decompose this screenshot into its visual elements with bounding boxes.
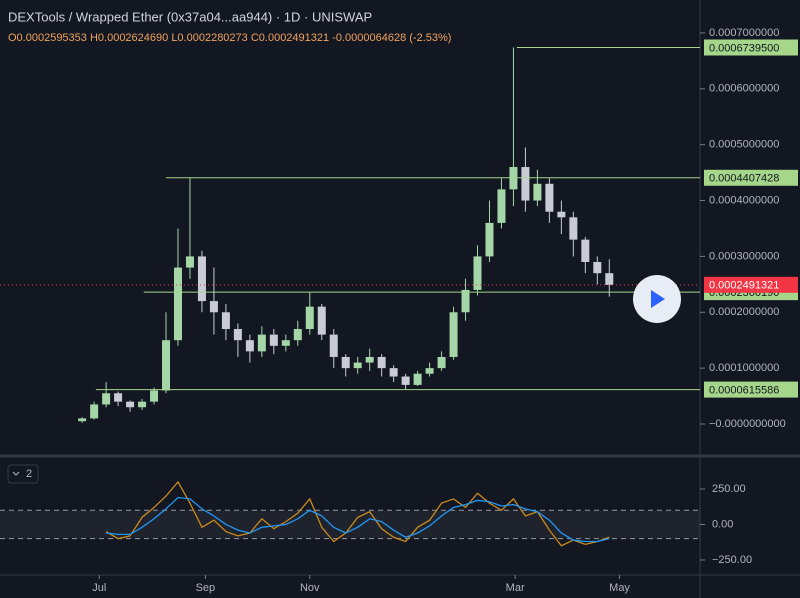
candle-body [197, 256, 206, 302]
y-tick-label: 0.0007000000 [709, 27, 779, 39]
last-price-box [704, 276, 798, 293]
candle-body [293, 329, 302, 341]
candle-body [245, 340, 254, 352]
candle-body [521, 167, 530, 201]
y-tick-label: 0.0006000000 [709, 83, 779, 95]
chart-title: DEXTools / Wrapped Ether (0x37a04...aa94… [8, 9, 372, 24]
last-price-label: 0.0002491321 [709, 280, 779, 292]
candle-body [449, 312, 458, 357]
y-tick-label: 0.0001000000 [709, 362, 779, 374]
x-tick-label: Mar [506, 582, 525, 594]
band-fill [0, 510, 700, 539]
candle-body [126, 401, 135, 408]
candle-body [150, 390, 159, 402]
ohlc-legend: O0.0002595353 H0.0002624690 L0.000228027… [8, 32, 451, 44]
candle-body [401, 376, 410, 385]
indicator-label: 2 [26, 468, 32, 480]
candle-body [581, 239, 590, 262]
y-tick-label: 0.0004000000 [709, 194, 779, 206]
candle-body [185, 256, 194, 268]
indicator-toggle[interactable] [7, 464, 39, 484]
y-tick-label: −0.0000000000 [709, 418, 786, 430]
chevron-icon [12, 471, 20, 476]
candle-body [545, 183, 554, 212]
x-tick-label: May [609, 582, 630, 594]
candle-body [377, 356, 386, 369]
candle-body [114, 393, 123, 402]
level-label: 0.0004407428 [709, 173, 779, 185]
candle-body [437, 356, 446, 369]
candle-body [221, 312, 230, 330]
indicator-line [105, 480, 610, 547]
play-button[interactable] [633, 275, 681, 323]
candle-body [473, 256, 482, 290]
y-tick-label: 0.0003000000 [709, 250, 779, 262]
candle-body [413, 373, 422, 385]
candle-body [485, 222, 494, 257]
candle-body [533, 183, 542, 201]
candle-body [209, 301, 218, 313]
level-label: 0.0000615586 [709, 385, 779, 397]
candle-body [557, 211, 566, 218]
candle-body [569, 217, 578, 240]
candle-body [233, 329, 242, 341]
level-label-box [704, 381, 798, 398]
x-tick-label: Sep [196, 582, 216, 594]
play-icon [651, 290, 665, 308]
candle-body [102, 393, 111, 405]
candle-body [593, 261, 602, 274]
y-tick-label: 0.00 [712, 518, 733, 530]
candle-body [353, 362, 362, 369]
candle-body [317, 306, 326, 335]
candle-body [329, 334, 338, 357]
y-tick-label: −250.00 [712, 554, 752, 566]
y-tick-label: 250.00 [712, 483, 746, 495]
level-label-box [704, 39, 798, 56]
candle-body [497, 189, 506, 223]
indicator-line [106, 496, 610, 543]
candle-body [365, 356, 374, 363]
candle-body [341, 356, 350, 369]
candle-body [605, 273, 614, 285]
level-label-box [704, 169, 798, 186]
level-label: 0.0006739500 [709, 42, 779, 54]
candle-body [173, 267, 182, 341]
candle-body [281, 340, 290, 346]
candle-body [162, 340, 171, 391]
candle-body [78, 418, 87, 422]
candle-body [138, 401, 147, 408]
y-tick-label: 0.0002000000 [709, 306, 779, 318]
candle-body [389, 368, 398, 377]
candle-body [425, 368, 434, 374]
candle-body [269, 334, 278, 346]
y-tick-label: 0.0005000000 [709, 139, 779, 151]
x-tick-label: Nov [300, 582, 320, 594]
candle-body [461, 289, 470, 313]
candle-body [305, 306, 314, 330]
candle-body [90, 404, 99, 419]
x-tick-label: Jul [92, 582, 106, 594]
candle-body [257, 334, 266, 352]
